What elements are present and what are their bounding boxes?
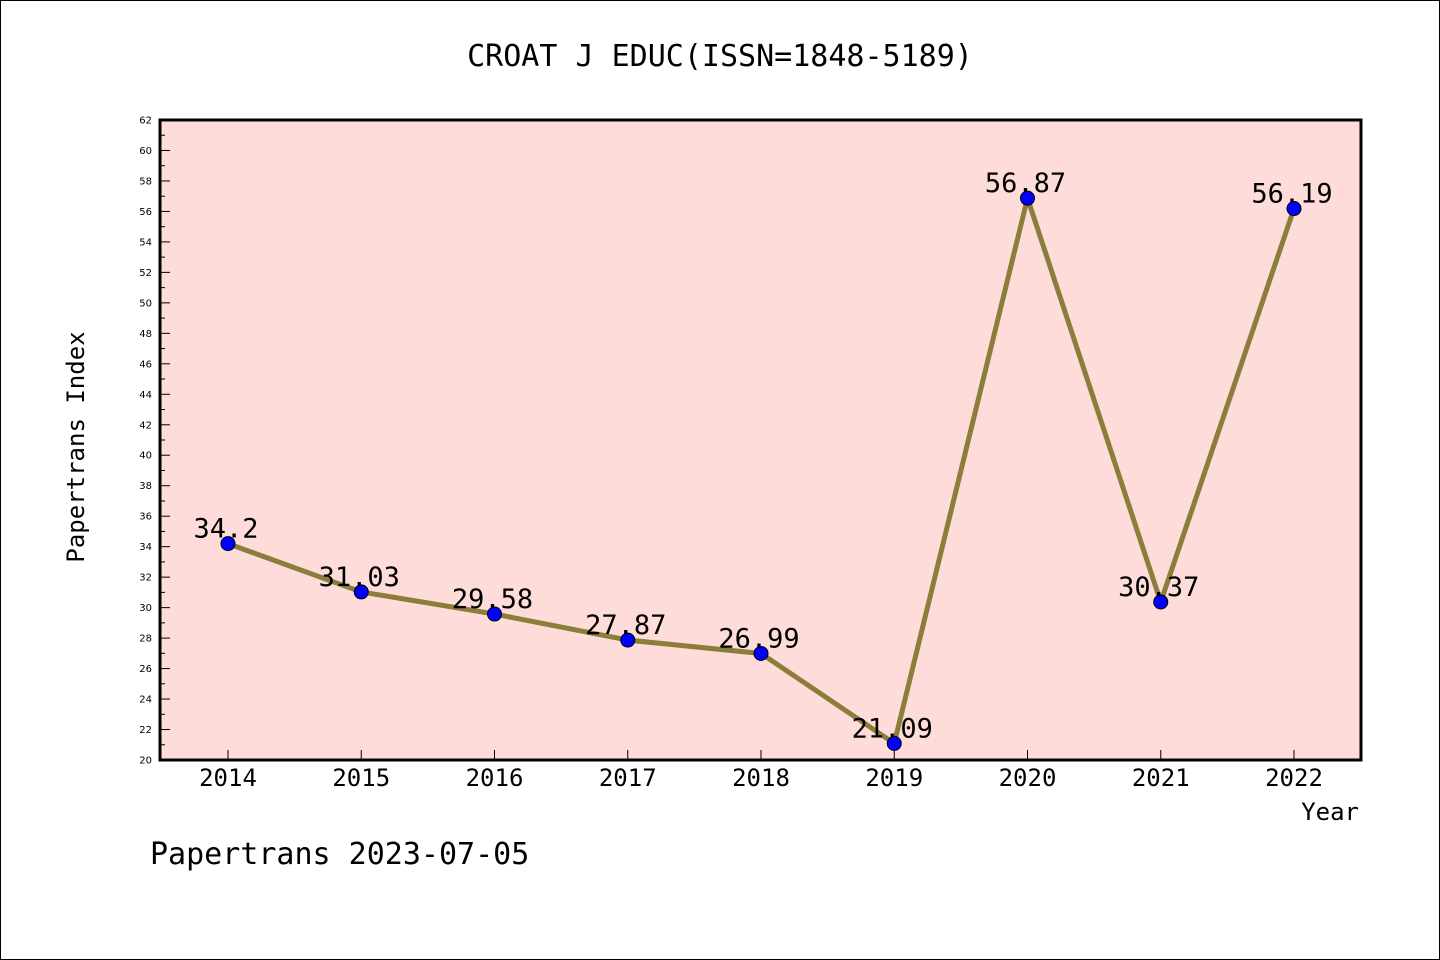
x-axis: 2014 2015 2016 2017 2018 2019 2020 2021 2022 xyxy=(199,750,1323,792)
y-tick-label: 58 xyxy=(139,176,152,187)
data-label: 21.09 xyxy=(852,713,933,744)
y-tick-label: 34 xyxy=(139,542,152,553)
data-point xyxy=(487,606,502,622)
y-tick-label: 42 xyxy=(139,420,152,431)
y-tick-label: 40 xyxy=(139,451,152,462)
data-point xyxy=(220,536,236,552)
data-label: 34.2 xyxy=(193,514,258,545)
y-axis: 20 22 24 26 28 30 32 34 36 38 40 42 44 46 48 50 52 54 56 58… xyxy=(139,116,170,767)
y-tick-label: 60 xyxy=(139,146,152,157)
y-tick-label: 26 xyxy=(139,664,152,675)
chart-title: CROAT J EDUC(ISSN=1848-5189) xyxy=(467,39,973,74)
y-tick-label: 54 xyxy=(139,237,152,248)
data-point xyxy=(1153,594,1169,610)
y-tick-label: 38 xyxy=(139,481,152,492)
x-tick-label: 2020 xyxy=(999,764,1057,792)
y-tick-label: 22 xyxy=(139,725,152,736)
footer-text: Papertrans 2023-07-05 xyxy=(150,837,529,872)
data-label: 56.19 xyxy=(1251,179,1332,210)
data-label: 26.99 xyxy=(718,623,799,654)
y-tick-label: 32 xyxy=(139,573,152,584)
x-tick-label: 2022 xyxy=(1265,764,1323,792)
y-tick-label: 36 xyxy=(139,512,152,523)
y-tick-label: 44 xyxy=(139,390,152,401)
y-tick-label: 56 xyxy=(139,207,152,218)
y-tick-label: 28 xyxy=(139,634,152,645)
x-tick-label: 2016 xyxy=(466,764,524,792)
x-tick-label: 2015 xyxy=(332,764,390,792)
y-tick-label: 46 xyxy=(139,359,152,370)
y-tick-label: 50 xyxy=(139,298,152,309)
data-point xyxy=(353,584,369,600)
y-axis-label: Papertrans Index xyxy=(62,331,90,562)
x-tick-label: 2019 xyxy=(865,764,923,792)
data-label: 27.87 xyxy=(585,610,666,641)
x-tick-label: 2014 xyxy=(199,764,257,792)
x-axis-label: Year xyxy=(1301,798,1359,826)
y-tick-label: 30 xyxy=(139,603,152,614)
y-tick-label: 48 xyxy=(139,329,152,340)
data-point xyxy=(886,735,902,751)
data-point xyxy=(1286,201,1302,217)
data-point xyxy=(620,632,636,648)
y-tick-label: 62 xyxy=(139,116,152,127)
x-tick-label: 2018 xyxy=(732,764,790,792)
data-point xyxy=(753,645,769,661)
data-label: 29.58 xyxy=(452,584,533,615)
plot-area xyxy=(158,118,1363,762)
data-labels: 34.2 31.03 29.58 27.87 26.99 21.09 56.87 30.37 5… xyxy=(193,168,1332,744)
data-point xyxy=(1020,190,1035,206)
y-tick-label: 24 xyxy=(139,695,152,706)
y-tick-label: 20 xyxy=(139,756,152,767)
data-label: 31.03 xyxy=(319,562,400,593)
y-tick-label: 52 xyxy=(139,268,152,279)
series-markers xyxy=(220,190,1302,751)
data-label: 30.37 xyxy=(1118,572,1199,603)
x-tick-label: 2021 xyxy=(1132,764,1190,792)
data-label: 56.87 xyxy=(985,168,1066,199)
x-tick-label: 2017 xyxy=(599,764,657,792)
